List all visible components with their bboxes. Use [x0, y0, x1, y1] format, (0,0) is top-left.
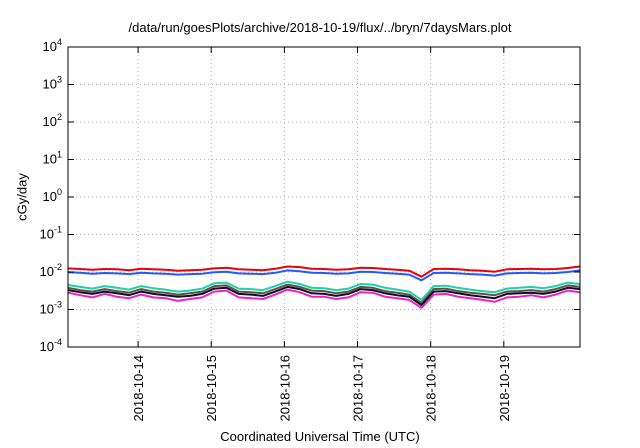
y-tick-label: 100 — [43, 187, 62, 204]
x-tick-label: 2018-10-16 — [277, 355, 292, 422]
series-layer — [67, 265, 581, 309]
y-tick-label: 10-1 — [40, 225, 62, 242]
y-tick-label: 101 — [43, 150, 62, 167]
y-tick-label: 10-3 — [40, 300, 62, 317]
x-tick-label: 2018-10-18 — [424, 355, 439, 422]
x-tick-label: 2018-10-19 — [497, 355, 512, 422]
y-tick-label: 10-2 — [40, 262, 62, 279]
axis-ticks: 10-4 10-3 10-2 10-1 100 101 102 103 104 2018-10-1… — [40, 37, 580, 422]
grid-lines — [68, 47, 580, 347]
series-line — [67, 280, 581, 301]
series-line — [67, 283, 581, 304]
y-tick-label: 10-4 — [40, 337, 62, 354]
series-line — [67, 288, 581, 309]
x-axis-label: Coordinated Universal Time (UTC) — [220, 429, 420, 444]
y-tick-label: 103 — [43, 75, 62, 92]
chart-title: /data/run/goesPlots/archive/2018-10-19/f… — [128, 20, 512, 35]
y-tick-label: 104 — [43, 37, 62, 54]
series-line — [67, 265, 581, 278]
series-line — [67, 269, 581, 282]
x-tick-label: 2018-10-17 — [351, 355, 366, 422]
series-line — [67, 285, 581, 307]
x-tick-label: 2018-10-14 — [131, 355, 146, 422]
x-tick-label: 2018-10-15 — [204, 355, 219, 422]
y-tick-label: 102 — [43, 112, 62, 129]
